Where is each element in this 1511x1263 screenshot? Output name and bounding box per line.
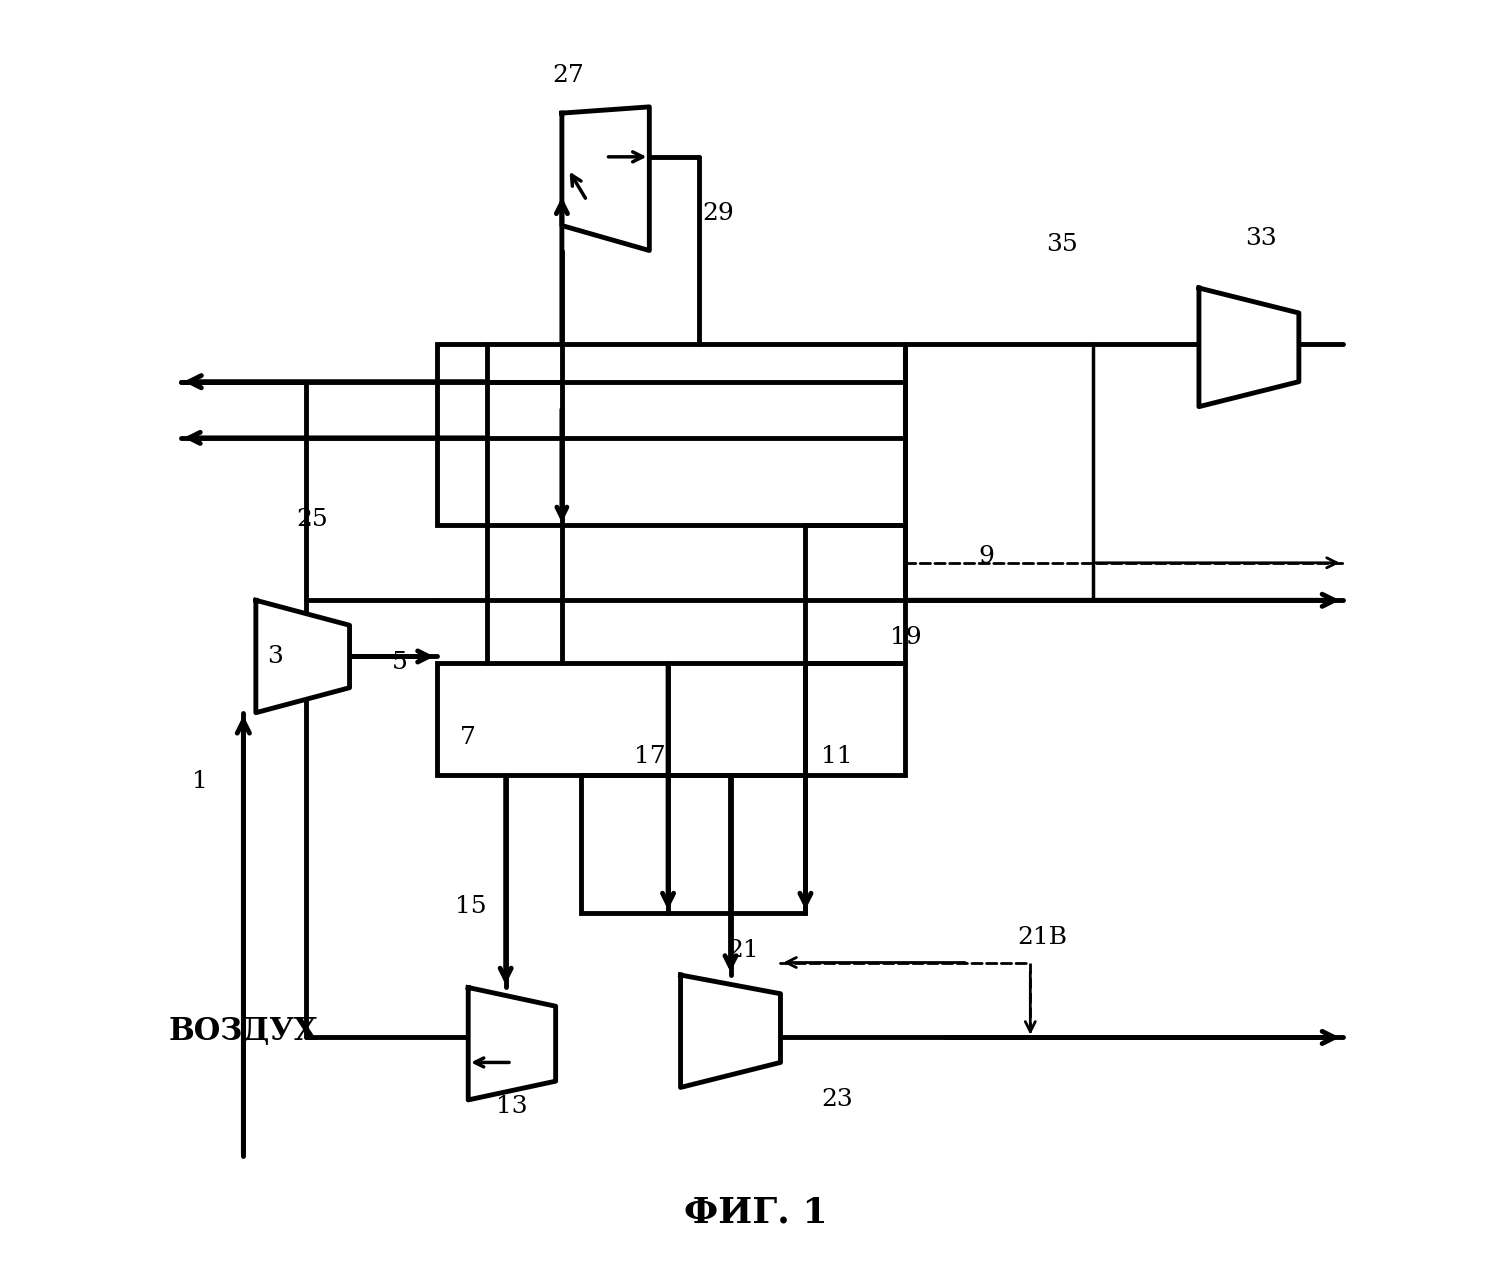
Text: ФИГ. 1: ФИГ. 1 xyxy=(683,1195,828,1229)
Polygon shape xyxy=(680,975,781,1087)
Text: 5: 5 xyxy=(391,652,408,674)
Text: 11: 11 xyxy=(820,745,852,768)
Text: 35: 35 xyxy=(1046,232,1077,256)
Bar xyxy=(805,525,905,663)
Text: 17: 17 xyxy=(633,745,665,768)
Text: ВОЗДУХ: ВОЗДУХ xyxy=(168,1015,319,1047)
Bar xyxy=(580,775,805,913)
Polygon shape xyxy=(1198,288,1299,407)
Text: 13: 13 xyxy=(496,1095,527,1118)
Polygon shape xyxy=(468,988,556,1100)
Text: 21В: 21В xyxy=(1018,926,1068,949)
Text: 33: 33 xyxy=(1245,226,1277,250)
Text: 1: 1 xyxy=(192,770,207,793)
Text: 7: 7 xyxy=(461,726,476,749)
Polygon shape xyxy=(562,107,650,250)
Text: 15: 15 xyxy=(455,894,487,918)
Text: 23: 23 xyxy=(820,1089,852,1111)
Text: 9: 9 xyxy=(979,546,994,568)
Text: 19: 19 xyxy=(890,626,922,649)
Text: 29: 29 xyxy=(703,202,734,225)
Bar xyxy=(437,663,905,775)
Text: 3: 3 xyxy=(266,645,283,668)
Text: 27: 27 xyxy=(552,64,585,87)
Polygon shape xyxy=(255,600,349,712)
Text: 21: 21 xyxy=(727,938,759,961)
Bar xyxy=(437,345,905,525)
Text: 25: 25 xyxy=(296,508,328,530)
